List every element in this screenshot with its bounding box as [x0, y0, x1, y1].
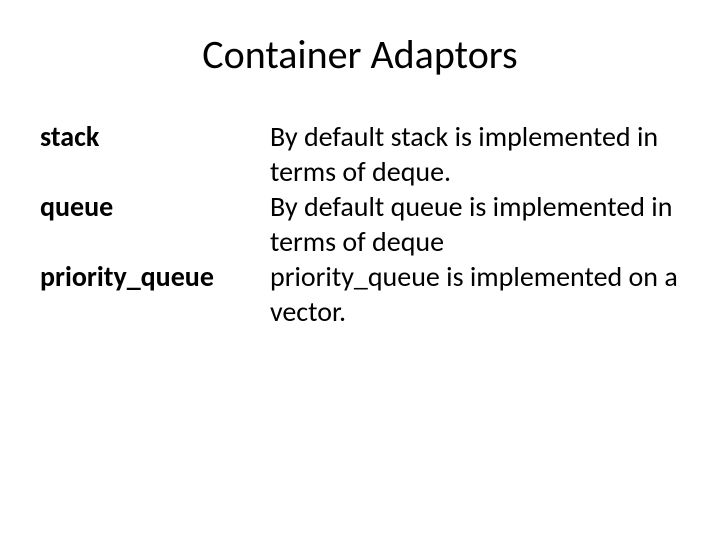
slide-title: Container Adaptors	[40, 30, 680, 79]
desc-stack: By default stack is implemented in terms…	[270, 119, 680, 189]
term-stack: stack	[40, 119, 270, 189]
table-row: queue By default queue is implemented in…	[40, 189, 680, 259]
slide: Container Adaptors stack By default stac…	[0, 0, 720, 540]
term-priority-queue: priority_queue	[40, 259, 270, 329]
desc-priority-queue: priority_queue is implemented on a vecto…	[270, 259, 680, 329]
table-row: stack By default stack is implemented in…	[40, 119, 680, 189]
slide-body: stack By default stack is implemented in…	[40, 119, 680, 329]
table-row: priority_queue priority_queue is impleme…	[40, 259, 680, 329]
term-queue: queue	[40, 189, 270, 259]
desc-queue: By default queue is implemented in terms…	[270, 189, 680, 259]
